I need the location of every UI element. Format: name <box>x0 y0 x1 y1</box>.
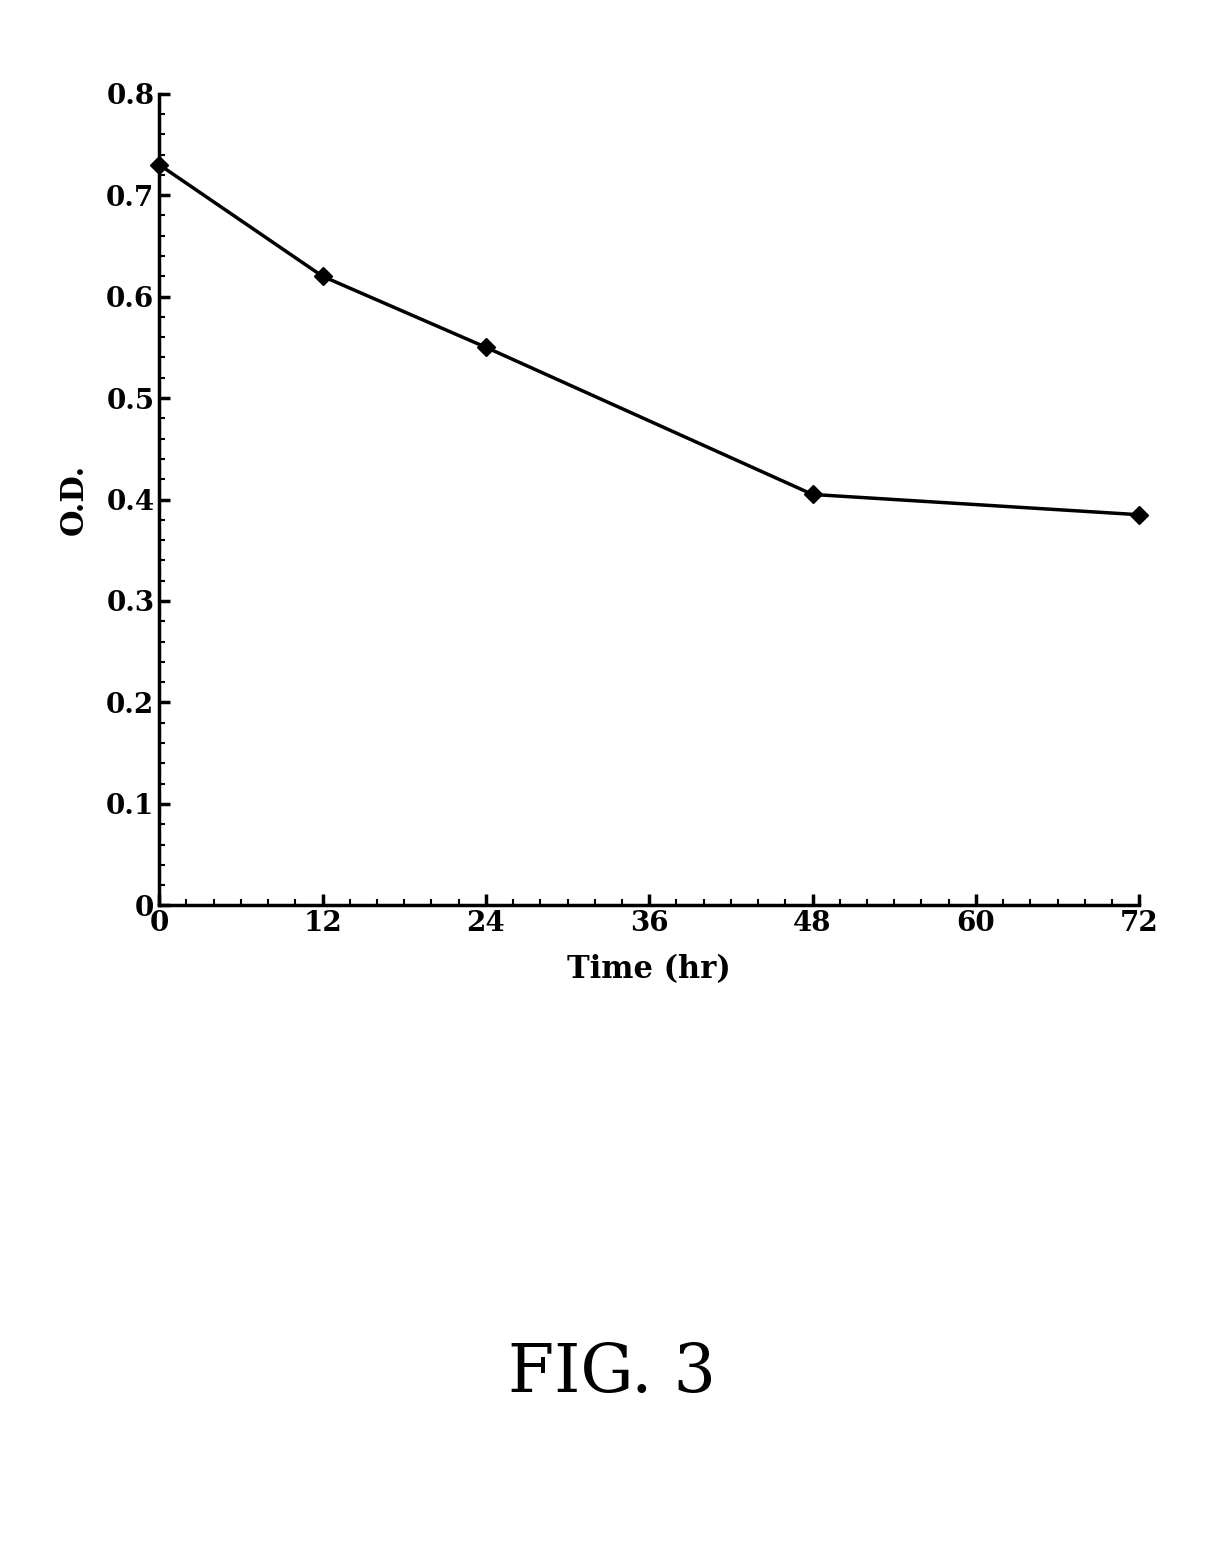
Text: FIG. 3: FIG. 3 <box>508 1341 717 1406</box>
Y-axis label: O.D.: O.D. <box>59 464 89 535</box>
X-axis label: Time (hr): Time (hr) <box>567 954 731 985</box>
